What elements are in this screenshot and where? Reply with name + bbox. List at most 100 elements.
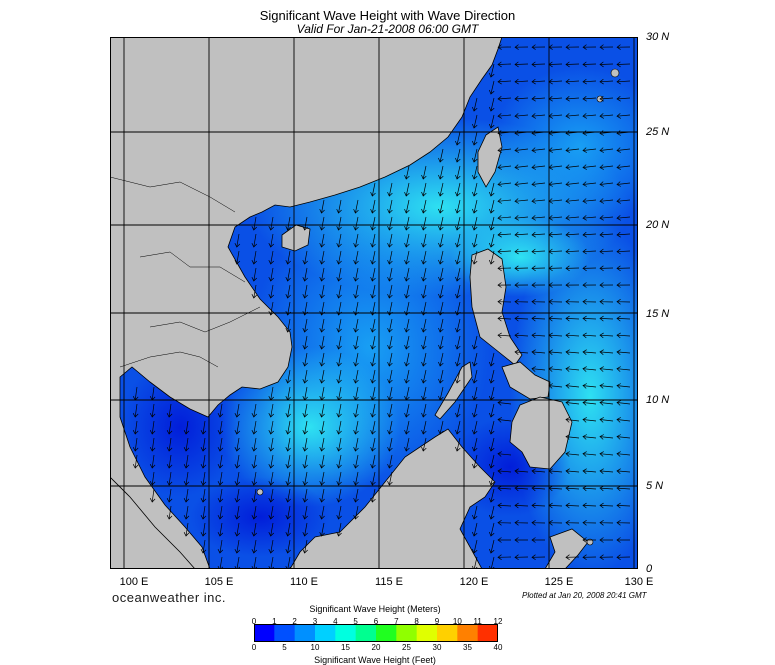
wave-direction-arrow [319,301,325,316]
wave-direction-arrow [497,61,512,68]
lon-label-125: 125 E [544,576,574,588]
wave-direction-arrow [387,420,393,435]
wave-direction-arrow [455,233,461,248]
wave-direction-arrow [582,400,597,406]
wave-direction-arrow [471,522,478,537]
legend-swatch [355,624,377,642]
wave-direction-arrow [455,437,461,452]
wave-direction-arrow [336,403,342,418]
wave-direction-arrow [387,352,393,367]
wave-direction-arrow [217,556,224,569]
wave-direction-arrow [514,485,529,492]
wave-direction-arrow [132,437,139,452]
wave-direction-arrow [251,403,258,418]
wave-direction-arrow [302,437,308,452]
wave-direction-arrow [565,147,580,153]
legend-swatch [335,624,357,642]
wave-direction-arrow [251,522,258,537]
wave-direction-arrow [149,437,156,452]
wave-direction-arrow [132,386,139,401]
wave-direction-arrow [285,454,291,469]
wave-direction-arrow [370,284,376,299]
wave-direction-arrow [488,471,495,486]
wave-direction-arrow [582,366,597,372]
wave-direction-arrow [616,282,631,288]
legend-tick-meters: 7 [394,617,399,626]
wave-direction-arrow [565,248,580,255]
wave-direction-arrow [319,199,325,214]
wave-direction-arrow [497,537,511,543]
legend-swatch [437,624,458,642]
wave-direction-arrow [616,349,631,355]
wave-direction-arrow [531,315,546,322]
wave-direction-arrow [302,403,308,418]
wave-direction-arrow [514,554,529,560]
wave-direction-arrow [616,332,631,339]
wave-direction-arrow [497,332,512,339]
wave-direction-arrow [514,468,529,474]
wave-direction-arrow [370,318,376,333]
wave-direction-arrow [531,215,546,221]
wave-direction-arrow [251,250,258,265]
wave-direction-arrow [514,181,529,187]
wave-direction-arrow [548,315,563,322]
wave-direction-arrow [353,471,359,486]
wave-direction-arrow [565,366,580,372]
wave-direction-arrow [548,44,563,50]
wave-direction-arrow [217,471,224,486]
wave-direction-arrow [217,420,224,435]
wave-direction-arrow [217,403,224,418]
wave-direction-arrow [531,130,546,136]
wave-direction-arrow [599,96,614,102]
wave-direction-arrow [488,369,495,384]
wave-direction-arrow [616,231,631,238]
wave-direction-arrow [582,113,597,119]
wave-direction-arrow [302,369,308,384]
wave-direction-arrow [582,332,597,339]
wave-direction-arrow [166,437,173,452]
wave-direction-arrow [531,231,546,238]
wave-direction-arrow [599,417,614,423]
wave-direction-arrow [336,454,342,469]
wave-direction-arrow [132,454,139,469]
wave-direction-arrow [319,318,325,333]
wave-direction-arrow [616,130,631,136]
lon-label-100: 100 E [119,576,149,588]
wave-direction-arrow [353,284,359,299]
wave-direction-arrow [438,420,444,435]
wave-direction-arrow [531,349,546,355]
wave-direction-arrow [599,299,614,305]
wave-direction-arrow [319,437,325,452]
wave-direction-arrow [497,44,512,50]
legend-frame [254,624,498,642]
wave-direction-arrow [616,451,631,457]
wave-direction-arrow [565,400,580,406]
wave-direction-arrow [285,539,291,554]
wave-direction-arrow [387,216,393,231]
wave-direction-arrow [200,539,207,554]
wave-direction-arrow [268,403,275,418]
wave-direction-arrow [497,520,512,526]
wave-direction-arrow [319,505,325,520]
wave-direction-arrow [438,148,444,163]
wave-direction-arrow [514,96,529,102]
wave-direction-arrow [565,502,580,509]
wave-direction-arrow [471,386,478,401]
wave-direction-arrow [471,165,478,180]
legend-swatch [416,624,438,642]
wave-direction-arrow [200,471,207,486]
wave-direction-arrow [404,352,410,367]
wave-direction-arrow [531,366,546,372]
wave-direction-arrow [319,488,325,503]
wave-direction-arrow [514,61,529,68]
wave-direction-arrow [421,318,427,333]
wave-direction-arrow [488,114,495,129]
wave-direction-arrow [455,420,461,435]
wave-direction-arrow [616,248,631,255]
wave-direction-arrow [149,420,156,435]
legend-tick-feet: 15 [341,643,350,652]
wave-direction-arrow [616,434,631,440]
wave-direction-arrow [582,215,597,221]
wave-direction-arrow [471,233,478,248]
lat-label-25: 25 N [646,126,670,138]
